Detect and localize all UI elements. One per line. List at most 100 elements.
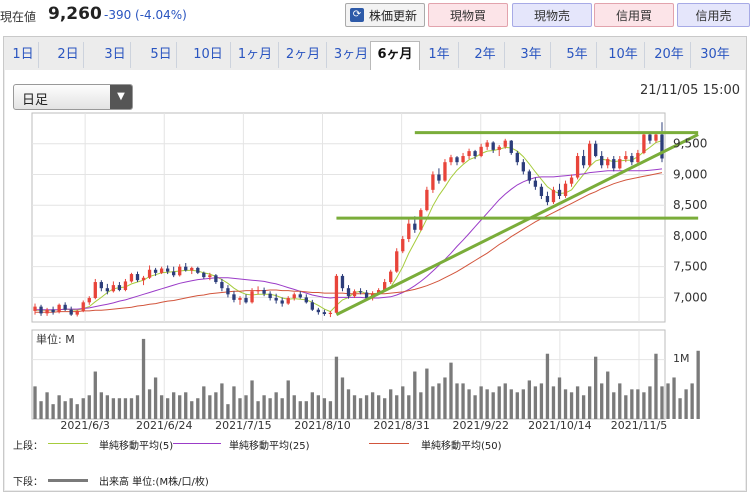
- volume-bar: [660, 386, 664, 419]
- candle-body: [274, 298, 278, 301]
- period-tab-1m[interactable]: 1ヶ月: [232, 42, 279, 68]
- date-tick-label: 2021/10/14: [528, 419, 591, 432]
- candle-body: [660, 134, 664, 159]
- candle-body: [334, 275, 339, 313]
- volume-bar: [244, 395, 248, 419]
- candle-body: [581, 156, 586, 166]
- candlestick: [340, 274, 345, 292]
- candle-body: [135, 274, 140, 281]
- candlestick: [123, 278, 128, 292]
- period-tab-5d[interactable]: 5日: [146, 42, 177, 68]
- cash-sell-button[interactable]: 現物売: [512, 3, 592, 27]
- period-tab-3y[interactable]: 3年: [512, 42, 551, 68]
- date-tick-label: 2021/6/24: [136, 419, 192, 432]
- candlestick: [473, 149, 477, 160]
- candlestick: [491, 141, 495, 153]
- date-tick-label: 2021/8/10: [294, 419, 350, 432]
- volume-bar: [214, 392, 218, 419]
- date-axis-labels: 2021/6/3 2021/6/24 2021/7/15 2021/8/10 2021/…: [60, 419, 667, 432]
- volume-bar: [165, 398, 170, 419]
- candlestick: [153, 267, 158, 276]
- volume-bar: [515, 392, 519, 419]
- volume-bar: [117, 398, 122, 419]
- candle-body: [383, 282, 387, 291]
- candlestick: [304, 294, 308, 304]
- volume-bar: [551, 386, 556, 419]
- candlestick: [214, 274, 218, 284]
- candlestick: [509, 140, 513, 155]
- candlestick: [93, 278, 97, 300]
- candle-body: [220, 282, 224, 289]
- candle-body: [57, 304, 61, 313]
- period-tab-2d[interactable]: 2日: [53, 42, 84, 68]
- timeframe-select-value: 日足: [22, 93, 49, 108]
- candle-body: [123, 281, 128, 291]
- period-tab-10y[interactable]: 10年: [602, 42, 645, 68]
- period-tab-2m[interactable]: 2ヶ月: [280, 42, 327, 68]
- candlestick: [196, 266, 200, 275]
- candlestick: [250, 288, 254, 304]
- quote-header: 現在値 9,260 -390 (-4.04%) ⟳ 株価更新 現物買 現物売 信…: [0, 0, 750, 34]
- candle-body: [473, 151, 477, 157]
- candle-body: [600, 156, 604, 166]
- period-tab-30y[interactable]: 30年: [700, 47, 730, 62]
- candlestick: [545, 191, 550, 206]
- candle-body: [587, 143, 592, 166]
- volume-bar: [178, 395, 182, 419]
- volume-bar: [208, 395, 212, 419]
- candle-body: [322, 312, 327, 315]
- period-tab-5y[interactable]: 5年: [558, 42, 597, 68]
- period-tab-20y[interactable]: 20年: [648, 42, 691, 68]
- volume-bar: [93, 371, 97, 419]
- cash-buy-button[interactable]: 現物買: [428, 3, 508, 27]
- volume-bar: [153, 377, 158, 419]
- volume-bar: [594, 356, 598, 419]
- volume-bar: [497, 386, 501, 419]
- volume-bar: [274, 392, 278, 419]
- timeframe-select[interactable]: 日足 ▼: [13, 84, 133, 110]
- period-tab-1d[interactable]: 1日: [8, 42, 39, 68]
- candlestick: [105, 283, 110, 295]
- volume-bar: [485, 389, 489, 419]
- volume-bar: [328, 401, 333, 419]
- volume-bar: [202, 386, 206, 419]
- candle-body: [33, 306, 37, 311]
- refresh-price-button[interactable]: ⟳ 株価更新: [345, 3, 425, 27]
- candle-body: [214, 275, 218, 283]
- margin-buy-button[interactable]: 信用買: [594, 3, 674, 27]
- volume-bar: [57, 395, 61, 419]
- candle-body: [190, 267, 194, 271]
- candle-body: [244, 298, 248, 303]
- volume-bar: [226, 404, 230, 419]
- candlestick: [322, 309, 327, 316]
- volume-bar: [642, 392, 646, 419]
- candlestick: [280, 297, 284, 307]
- candle-body: [196, 267, 200, 273]
- candle-body: [425, 189, 429, 211]
- current-price-label: 現在値: [0, 10, 37, 24]
- candlestick: [600, 151, 604, 169]
- candlestick: [81, 300, 85, 313]
- candlestick: [575, 152, 580, 180]
- candle-body: [69, 309, 73, 315]
- candle-body: [87, 298, 91, 303]
- period-tab-2y[interactable]: 2年: [466, 42, 505, 68]
- period-tab-10d[interactable]: 10日: [186, 42, 231, 68]
- period-tab-6m[interactable]: 6ヶ月: [370, 41, 420, 70]
- period-tab-3d[interactable]: 3日: [100, 42, 131, 68]
- candlestick: [274, 293, 278, 304]
- candlestick: [178, 264, 182, 277]
- margin-sell-button[interactable]: 信用売: [677, 3, 750, 27]
- period-tab-1y[interactable]: 1年: [420, 42, 459, 68]
- candle-body: [467, 151, 471, 157]
- candle-body: [509, 140, 513, 153]
- candlestick: [479, 143, 483, 158]
- price-axis-labels: 7,000 7,500 8,000 8,500 9,000 9,500: [673, 137, 707, 305]
- price-tick-label: 7,000: [673, 290, 707, 304]
- volume-bar: [684, 389, 688, 419]
- candlestick: [117, 282, 122, 292]
- candle-body: [358, 291, 363, 293]
- candlestick: [419, 208, 423, 232]
- volume-bar: [509, 389, 513, 419]
- candle-body: [648, 134, 652, 141]
